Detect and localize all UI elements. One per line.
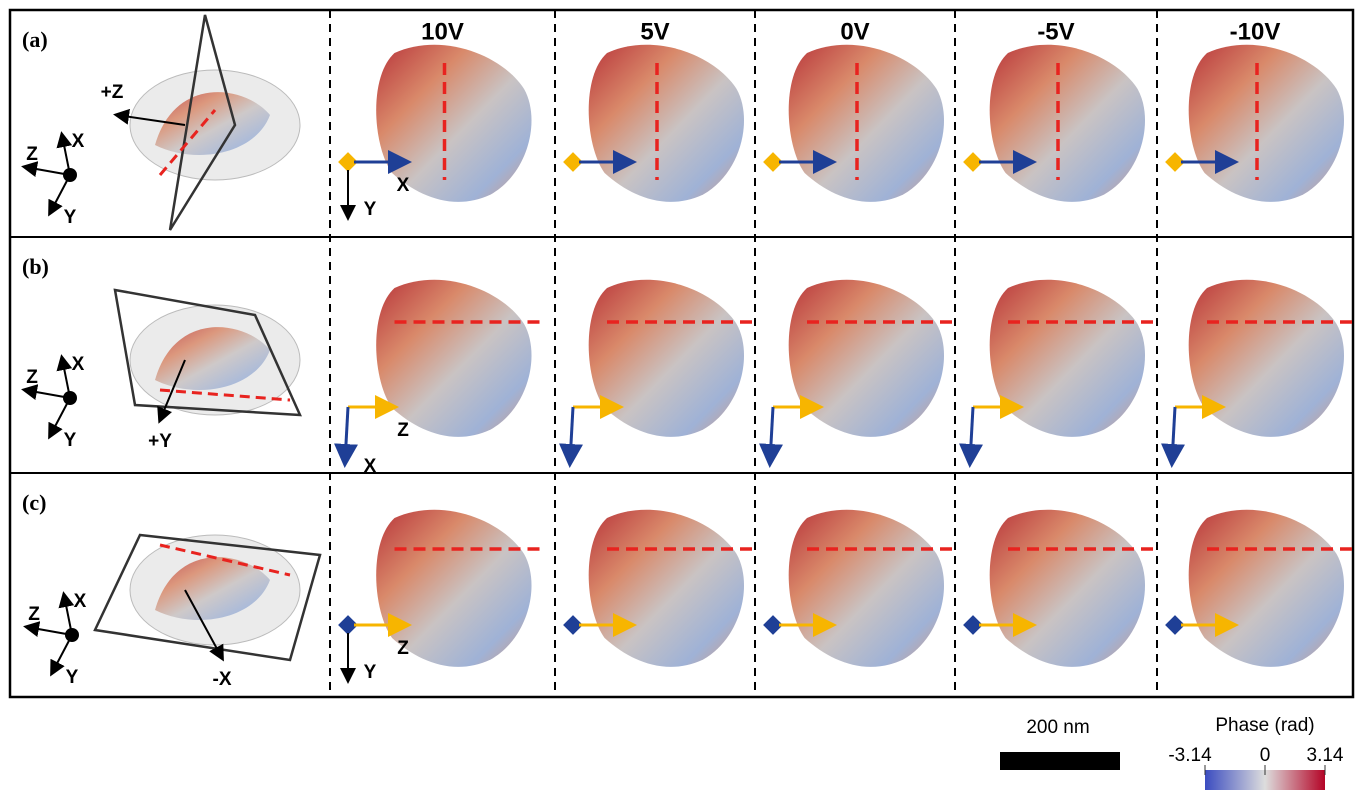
cut-line — [158, 109, 217, 176]
voltage-label: -10V — [1230, 18, 1281, 45]
phase-map — [989, 44, 1146, 202]
colorbar-tick-label: 3.14 — [1307, 745, 1344, 766]
frame-diamond — [963, 615, 983, 635]
frame-label: Z — [397, 420, 409, 441]
phase-map — [1188, 509, 1345, 667]
scale-bar-label: 200 nm — [1026, 717, 1089, 738]
voltage-label: 0V — [840, 18, 869, 45]
frame-label: Z — [397, 638, 409, 659]
triad-axis — [23, 621, 73, 637]
phase-map — [989, 509, 1146, 667]
frame — [8, 8, 1355, 699]
direction-arrow — [184, 589, 224, 662]
frame-arrow — [1160, 406, 1185, 468]
triad-axis — [56, 354, 73, 399]
triad-axis — [56, 131, 73, 176]
colorbar-ticks — [1204, 765, 1326, 775]
direction-label: +Z — [101, 82, 124, 103]
frame-diamond — [338, 615, 358, 635]
triad-label: Y — [66, 667, 79, 688]
phase-map — [588, 509, 745, 667]
colorbar — [1205, 770, 1325, 790]
frame-diamond — [563, 615, 583, 635]
triad-axis — [48, 174, 71, 217]
slice-plane — [113, 288, 302, 417]
slice — [155, 327, 270, 390]
frame-label: Y — [364, 199, 377, 220]
triad-label: X — [72, 131, 85, 152]
colorbar-tick-label: -3.14 — [1168, 745, 1212, 766]
triad-axis — [58, 591, 75, 636]
frame-arrow — [958, 406, 983, 468]
phase-map — [788, 509, 945, 667]
triad-label: Y — [64, 207, 77, 228]
voltage-label: 10V — [421, 18, 464, 45]
voltage-label: -5V — [1037, 18, 1074, 45]
frame-label: Y — [364, 662, 377, 683]
triad-label: Y — [64, 430, 77, 451]
column-dividers — [329, 10, 1158, 697]
phase-map — [376, 279, 532, 437]
frame-label: X — [364, 456, 377, 477]
direction-arrow — [157, 359, 186, 424]
triad-axis — [21, 384, 71, 400]
voltage-label: 5V — [640, 18, 669, 45]
direction-label: -X — [213, 669, 232, 690]
cut-line — [159, 543, 291, 577]
phase-map — [788, 44, 945, 202]
cut-line — [159, 388, 291, 402]
triad-label: Z — [26, 144, 38, 165]
slice — [155, 557, 270, 620]
triad-label: X — [72, 354, 85, 375]
colorbar-title: Phase (rad) — [1215, 715, 1314, 736]
phase-map — [989, 279, 1146, 437]
frame-arrow — [333, 406, 358, 468]
frame-diamond — [1165, 152, 1185, 172]
phase-map — [588, 44, 745, 202]
frame-label: X — [397, 175, 410, 196]
slice-plane — [168, 14, 237, 231]
direction-arrow — [113, 108, 186, 126]
phase-map — [1188, 279, 1345, 437]
triad-axis — [48, 397, 71, 440]
triad-axis — [50, 634, 73, 677]
slice-plane — [93, 533, 322, 662]
scale-bar — [1000, 752, 1120, 770]
triad-label: Z — [26, 367, 38, 388]
phase-map — [788, 279, 945, 437]
panel-label: (c) — [22, 490, 46, 515]
frame-arrow — [558, 406, 583, 468]
phase-map — [376, 44, 532, 202]
panel-label: (b) — [22, 254, 49, 279]
panel-label: (a) — [22, 27, 48, 52]
triad-label: X — [74, 591, 87, 612]
phase-map — [1188, 44, 1345, 202]
triad-label: Z — [28, 604, 40, 625]
frame-diamond — [1165, 615, 1185, 635]
frame-diamond — [338, 152, 358, 172]
colorbar-tick-label: 0 — [1260, 745, 1271, 766]
direction-label: +Y — [148, 431, 172, 452]
phase-map — [588, 279, 745, 437]
triad-axis — [21, 161, 71, 177]
frame-diamond — [763, 615, 783, 635]
frame-arrow — [758, 406, 783, 468]
